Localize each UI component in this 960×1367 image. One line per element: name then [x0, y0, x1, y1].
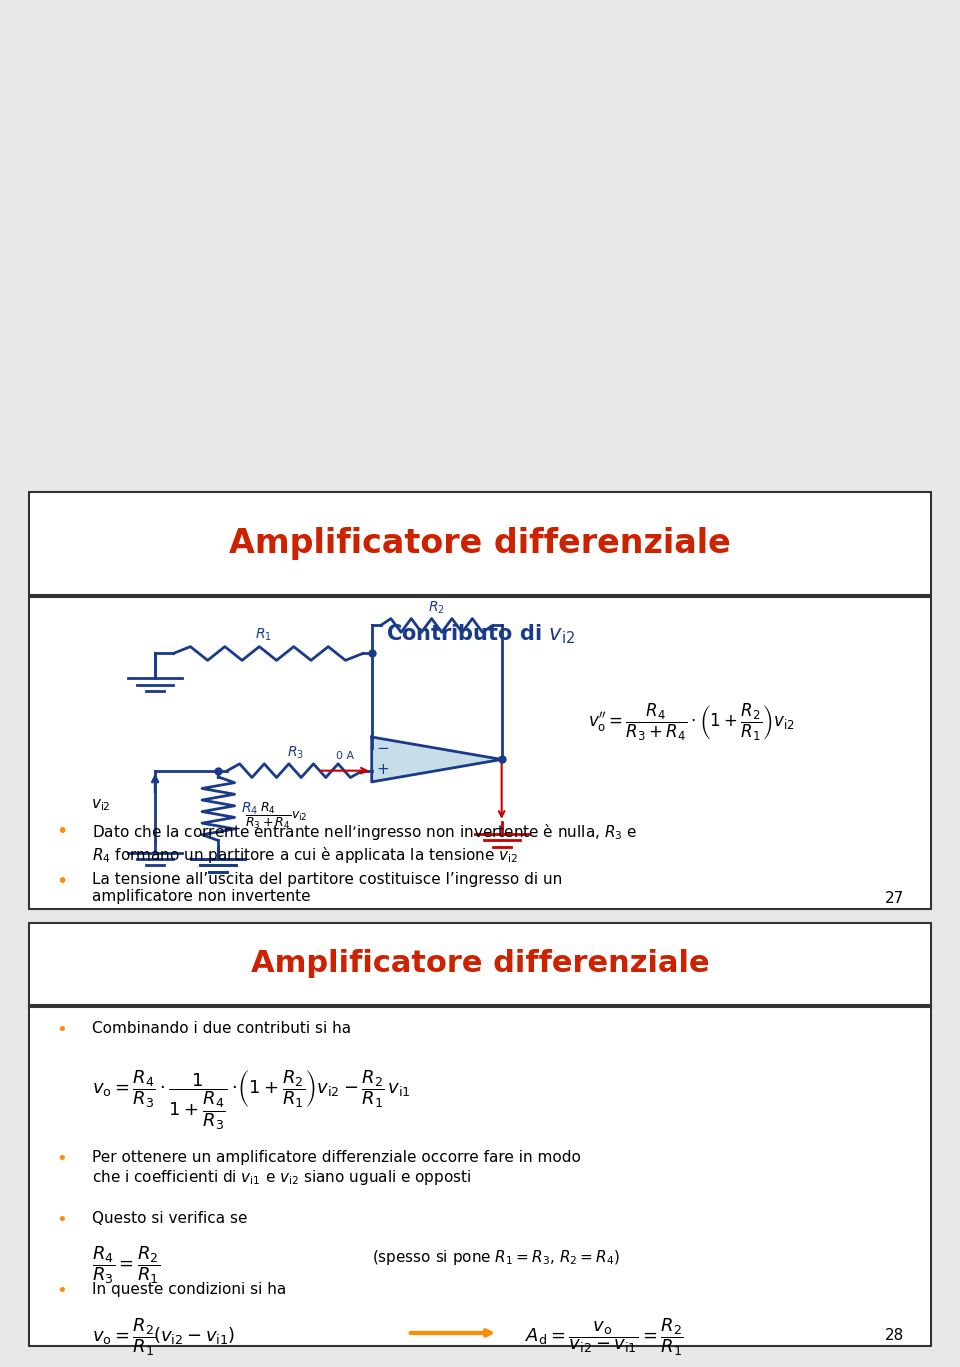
Text: 28: 28 — [885, 1329, 904, 1344]
FancyBboxPatch shape — [29, 1007, 931, 1346]
Text: •: • — [56, 1282, 66, 1300]
Text: In queste condizioni si ha: In queste condizioni si ha — [92, 1282, 286, 1297]
Text: $v_{\mathrm{o}}=\dfrac{R_2}{R_1}\!\left(v_{\mathrm{i2}}-v_{\mathrm{i1}}\right)$: $v_{\mathrm{o}}=\dfrac{R_2}{R_1}\!\left(… — [92, 1316, 235, 1357]
Text: $R_1$: $R_1$ — [255, 626, 272, 642]
Text: Contributo di $v_{\mathrm{i2}}$: Contributo di $v_{\mathrm{i2}}$ — [386, 622, 574, 647]
Text: $R_3$: $R_3$ — [286, 745, 303, 761]
Text: •: • — [56, 822, 67, 841]
Text: $v_{\mathrm{o}}'' = \dfrac{R_4}{R_3+R_4}\cdot\left(1+\dfrac{R_2}{R_1}\right)v_{\: $v_{\mathrm{o}}'' = \dfrac{R_4}{R_3+R_4}… — [588, 701, 795, 742]
Text: $\dfrac{R_4}{R_3+R_4}v_{\mathrm{i2}}$: $\dfrac{R_4}{R_3+R_4}v_{\mathrm{i2}}$ — [246, 801, 308, 831]
Polygon shape — [372, 737, 502, 782]
Text: $A_{\mathrm{d}}=\dfrac{v_{\mathrm{o}}}{v_{\mathrm{i2}}-v_{\mathrm{i1}}}=\dfrac{R: $A_{\mathrm{d}}=\dfrac{v_{\mathrm{o}}}{v… — [525, 1316, 684, 1357]
Text: $R_2$: $R_2$ — [428, 600, 445, 617]
FancyBboxPatch shape — [29, 597, 931, 909]
Text: •: • — [56, 1211, 66, 1229]
Text: •: • — [56, 872, 67, 891]
Text: +: + — [376, 763, 389, 778]
Text: La tensione all’uscita del partitore costituisce l’ingresso di un
amplificatore : La tensione all’uscita del partitore cos… — [92, 872, 563, 904]
Text: Per ottenere un amplificatore differenziale occorre fare in modo
che i coefficie: Per ottenere un amplificatore differenzi… — [92, 1150, 581, 1187]
Text: Amplificatore differenziale: Amplificatore differenziale — [251, 949, 709, 979]
Text: −: − — [376, 741, 389, 756]
Text: $v_{\mathrm{i2}}$: $v_{\mathrm{i2}}$ — [91, 798, 110, 813]
Text: $\dfrac{R_4}{R_3}=\dfrac{R_2}{R_1}$: $\dfrac{R_4}{R_3}=\dfrac{R_2}{R_1}$ — [92, 1245, 160, 1286]
Text: $v_{\mathrm{o}} = \dfrac{R_4}{R_3}\cdot\dfrac{1}{1+\dfrac{R_4}{R_3}}\cdot\!\left: $v_{\mathrm{o}} = \dfrac{R_4}{R_3}\cdot\… — [92, 1069, 411, 1132]
Text: •: • — [56, 1150, 66, 1167]
Text: Amplificatore differenziale: Amplificatore differenziale — [229, 526, 731, 560]
FancyBboxPatch shape — [29, 492, 931, 595]
FancyBboxPatch shape — [29, 923, 931, 1005]
Text: •: • — [56, 1021, 66, 1039]
Text: $R_4$: $R_4$ — [241, 801, 258, 817]
Text: (spesso si pone $R_1 = R_3$, $R_2 = R_4$): (spesso si pone $R_1 = R_3$, $R_2 = R_4$… — [372, 1248, 620, 1267]
Text: Combinando i due contributi si ha: Combinando i due contributi si ha — [92, 1021, 351, 1036]
Text: Questo si verifica se: Questo si verifica se — [92, 1211, 248, 1226]
Text: Dato che la corrente entrante nell’ingresso non invertente è nulla, $R_3$ e
$R_4: Dato che la corrente entrante nell’ingre… — [92, 822, 637, 865]
Text: 27: 27 — [885, 891, 904, 906]
Text: 0 A: 0 A — [336, 752, 353, 761]
